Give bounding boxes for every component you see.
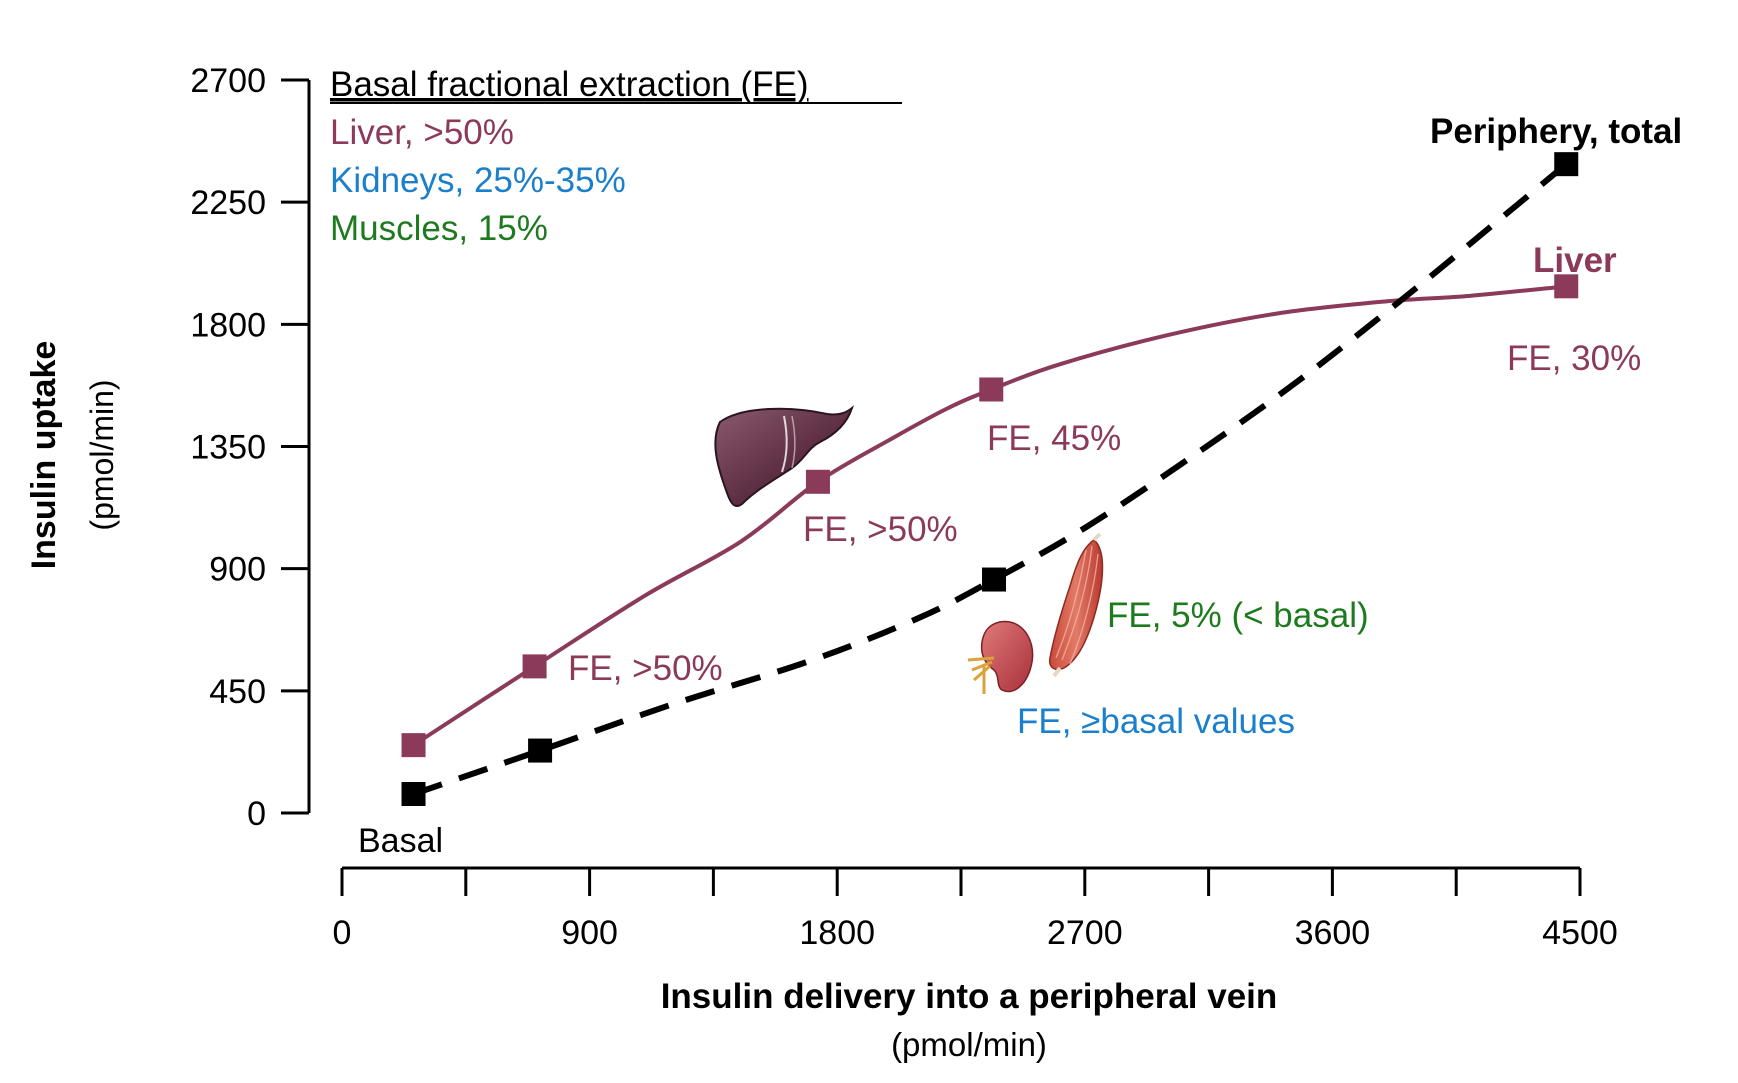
data-point-periphery-total [401, 781, 426, 806]
series-label-liver: Liver [1533, 241, 1617, 280]
series-label-periphery: Periphery, total [1430, 112, 1682, 151]
data-point-liver [805, 469, 830, 494]
x-tick-label: 900 [561, 914, 618, 952]
legend-title: Basal fractional extraction (FE) [330, 65, 809, 104]
x-tick-label: 1800 [799, 914, 875, 952]
muscle-icon [1048, 532, 1104, 678]
x-axis: 0 900 1800 2700 3600 4500 [333, 866, 1618, 952]
x-tick-label: 3600 [1295, 914, 1371, 952]
x-tick-label: 0 [333, 914, 352, 952]
data-point-liver [522, 654, 547, 679]
series-layer [401, 152, 1579, 806]
data-point-liver [979, 377, 1004, 402]
data-point-periphery-total [982, 567, 1007, 592]
y-tick-label: 1350 [190, 429, 266, 467]
annotations: Basal FE, >50% FE, >50% FE, 45% FE, 30% … [358, 112, 1682, 860]
annotation-kidneys-fe: FE, ≥basal values [1017, 702, 1295, 741]
y-tick-label: 900 [209, 551, 266, 589]
legend-item-liver: Liver, >50% [330, 113, 514, 152]
x-tick-label: 4500 [1542, 914, 1618, 952]
y-tick-label: 2250 [190, 184, 266, 222]
y-axis-label: Insulin uptake [25, 341, 63, 570]
kidney-icon [967, 620, 1034, 694]
y-ticks: 0 450 900 1350 1800 2250 2700 [190, 62, 309, 833]
y-axis-unit: (pmol/min) [84, 379, 120, 530]
series-line-periphery-total [412, 161, 1569, 797]
y-tick-label: 0 [247, 795, 266, 833]
x-tick-label: 2700 [1047, 914, 1123, 952]
liver-icon [714, 405, 855, 508]
annotation-fe-point-5: FE, 30% [1507, 339, 1641, 378]
y-tick-label: 1800 [190, 306, 266, 344]
data-point-periphery-total [1554, 152, 1579, 177]
data-point-periphery-total [528, 738, 553, 763]
data-point-liver [401, 733, 426, 758]
legend-item-kidneys: Kidneys, 25%-35% [330, 161, 626, 200]
annotation-fe-point-4: FE, 45% [987, 419, 1121, 458]
annotation-muscles-fe: FE, 5% (< basal) [1107, 596, 1369, 635]
x-ticks: 0 900 1800 2700 3600 4500 [333, 868, 1618, 952]
data-point-liver [1554, 274, 1579, 299]
annotation-fe-point-2: FE, >50% [568, 649, 723, 688]
series-line-liver [412, 284, 1567, 747]
y-axis: 0 450 900 1350 1800 2250 2700 [190, 62, 311, 833]
y-tick-label: 450 [209, 673, 266, 711]
annotation-fe-point-3: FE, >50% [803, 510, 958, 549]
legend-item-muscles: Muscles, 15% [330, 209, 548, 248]
x-axis-unit: (pmol/min) [891, 1026, 1047, 1063]
y-tick-label: 2700 [190, 62, 266, 100]
x-axis-label: Insulin delivery into a peripheral vein [661, 977, 1278, 1016]
y-axis-title: Insulin uptake (pmol/min) [25, 341, 120, 570]
annotation-basal: Basal [358, 822, 443, 860]
legend: Basal fractional extraction (FE) Liver, … [330, 65, 902, 248]
